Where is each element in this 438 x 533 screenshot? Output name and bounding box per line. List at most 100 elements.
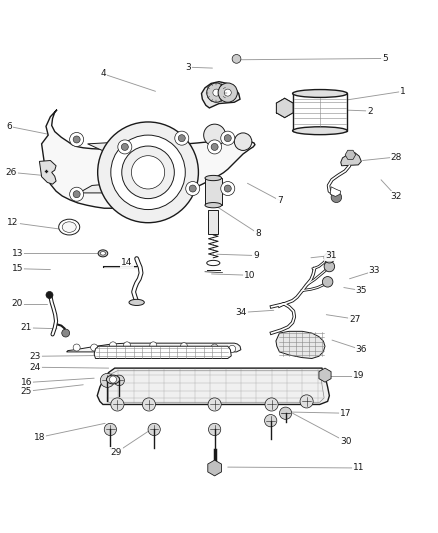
Text: 12: 12 <box>7 218 19 227</box>
Circle shape <box>208 140 222 154</box>
Text: 6: 6 <box>6 122 12 131</box>
Ellipse shape <box>207 260 220 265</box>
Ellipse shape <box>129 300 144 305</box>
Text: 32: 32 <box>391 192 402 201</box>
Circle shape <box>110 376 117 383</box>
Circle shape <box>98 122 198 223</box>
Circle shape <box>73 344 80 351</box>
Circle shape <box>234 133 252 150</box>
Text: 28: 28 <box>391 152 402 161</box>
Ellipse shape <box>205 203 222 208</box>
Ellipse shape <box>98 250 108 257</box>
Bar <box>205 178 222 205</box>
Circle shape <box>232 54 241 63</box>
Circle shape <box>180 343 187 350</box>
Polygon shape <box>94 346 231 359</box>
Ellipse shape <box>205 175 222 181</box>
Circle shape <box>121 143 128 150</box>
Bar <box>293 93 347 131</box>
Circle shape <box>265 415 277 427</box>
Text: 29: 29 <box>110 448 122 457</box>
Circle shape <box>142 398 155 411</box>
Circle shape <box>104 423 117 435</box>
Circle shape <box>207 83 226 102</box>
Polygon shape <box>330 187 341 197</box>
Circle shape <box>110 342 117 349</box>
Text: 19: 19 <box>353 372 365 381</box>
Circle shape <box>224 135 231 142</box>
Text: 31: 31 <box>325 251 336 260</box>
Circle shape <box>186 182 200 196</box>
Circle shape <box>211 344 218 351</box>
Circle shape <box>111 398 124 411</box>
Polygon shape <box>201 82 240 108</box>
Ellipse shape <box>106 375 120 384</box>
Text: 1: 1 <box>400 87 406 96</box>
Circle shape <box>322 277 333 287</box>
Circle shape <box>70 187 84 201</box>
Text: 30: 30 <box>340 437 352 446</box>
Text: 25: 25 <box>21 387 32 396</box>
Text: 5: 5 <box>382 54 389 63</box>
Text: 4: 4 <box>100 69 106 78</box>
Circle shape <box>229 345 236 352</box>
Circle shape <box>279 407 292 419</box>
Polygon shape <box>319 368 331 382</box>
Ellipse shape <box>62 222 76 232</box>
Polygon shape <box>88 140 184 152</box>
Text: 10: 10 <box>244 271 255 280</box>
Circle shape <box>211 143 218 150</box>
Circle shape <box>324 261 335 272</box>
Text: 34: 34 <box>235 308 247 317</box>
Circle shape <box>208 398 221 411</box>
Circle shape <box>189 185 196 192</box>
Polygon shape <box>97 368 329 405</box>
Circle shape <box>150 342 157 349</box>
Circle shape <box>111 135 185 209</box>
Polygon shape <box>208 460 222 476</box>
Text: 3: 3 <box>185 63 191 72</box>
Text: 9: 9 <box>253 251 259 260</box>
Circle shape <box>213 89 220 96</box>
Circle shape <box>118 140 132 154</box>
Text: 16: 16 <box>21 378 32 387</box>
Text: 36: 36 <box>356 345 367 354</box>
Text: 2: 2 <box>367 107 373 116</box>
Circle shape <box>221 131 235 145</box>
Circle shape <box>131 156 165 189</box>
Circle shape <box>70 133 84 147</box>
Polygon shape <box>341 152 361 166</box>
Circle shape <box>178 135 185 142</box>
Circle shape <box>91 344 98 351</box>
Text: 27: 27 <box>349 314 360 324</box>
Text: 33: 33 <box>369 266 380 276</box>
Circle shape <box>73 191 80 198</box>
Circle shape <box>62 329 70 337</box>
Text: 8: 8 <box>255 229 261 238</box>
Text: 35: 35 <box>356 286 367 295</box>
Circle shape <box>46 292 53 298</box>
Text: 11: 11 <box>353 464 365 472</box>
Circle shape <box>221 182 235 196</box>
Text: 21: 21 <box>21 324 32 332</box>
Ellipse shape <box>59 219 80 235</box>
Polygon shape <box>39 160 56 184</box>
Circle shape <box>324 253 335 263</box>
Polygon shape <box>79 182 166 193</box>
Circle shape <box>100 374 114 387</box>
Text: 7: 7 <box>277 196 283 205</box>
Circle shape <box>148 423 160 435</box>
Circle shape <box>208 423 221 435</box>
Text: 14: 14 <box>121 257 133 266</box>
Polygon shape <box>42 110 255 208</box>
Circle shape <box>224 185 231 192</box>
Polygon shape <box>276 98 293 118</box>
Circle shape <box>122 146 174 199</box>
Ellipse shape <box>293 90 347 98</box>
Polygon shape <box>67 343 241 352</box>
Polygon shape <box>345 150 356 159</box>
Text: 13: 13 <box>12 249 23 258</box>
Text: 20: 20 <box>12 299 23 308</box>
Polygon shape <box>276 332 325 359</box>
Ellipse shape <box>293 127 347 135</box>
